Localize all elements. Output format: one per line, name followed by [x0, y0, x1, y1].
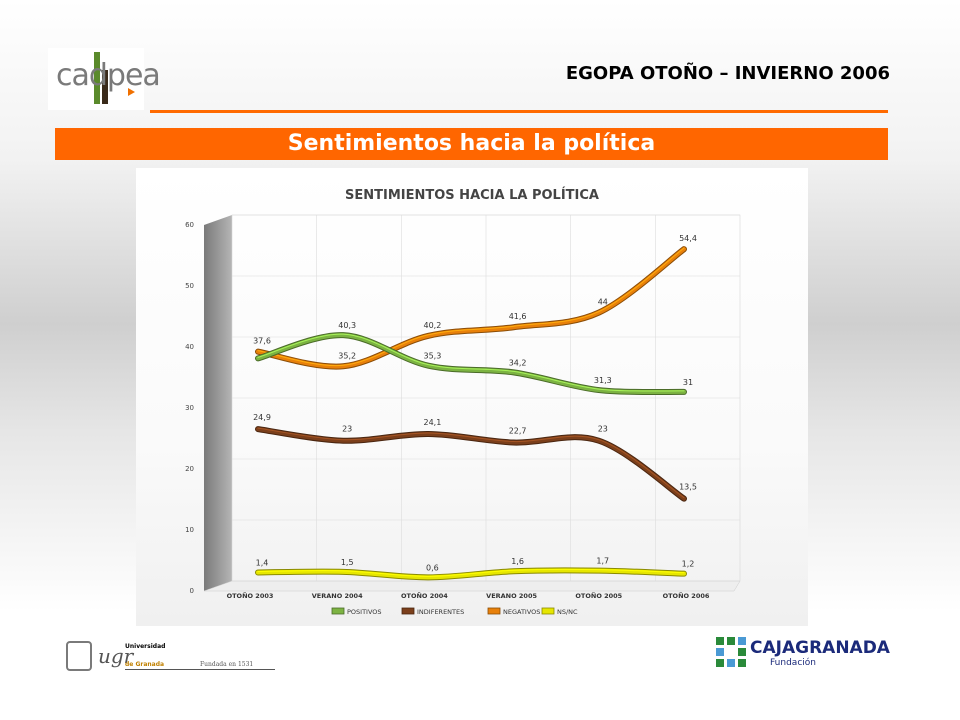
- data-label: 1,4: [256, 558, 269, 567]
- legend-swatch: [487, 607, 501, 615]
- data-label: 34,2: [509, 358, 527, 367]
- header-divider: [150, 110, 888, 113]
- data-label: 40,2: [423, 321, 441, 330]
- cajagranada-emblem-icon: [716, 637, 746, 667]
- legend-label: POSITIVOS: [347, 608, 382, 616]
- x-tick-label: OTOÑO 2003: [227, 591, 274, 600]
- data-label: 1,6: [511, 557, 524, 566]
- x-tick-label: VERANO 2004: [312, 592, 363, 600]
- data-label: 24,1: [423, 418, 441, 427]
- data-label: 31,3: [594, 376, 612, 385]
- university-logo: ugr Universidad de Granada Fundada en 15…: [62, 638, 282, 674]
- data-label: 31: [683, 378, 693, 387]
- chart-back-wall: [204, 215, 232, 591]
- university-seal-icon: [66, 641, 92, 671]
- data-label: 41,6: [509, 312, 527, 321]
- series-line: [256, 247, 686, 369]
- data-label: 37,6: [253, 337, 271, 346]
- legend-swatch: [541, 607, 555, 615]
- x-tick-label: OTOÑO 2004: [401, 591, 448, 600]
- university-founded: Fundada en 1531: [200, 661, 254, 668]
- data-label: 35,3: [423, 352, 441, 361]
- y-tick-label: 60: [185, 221, 194, 229]
- cajagranada-logo: CAJAGRANADA Fundación: [710, 632, 890, 674]
- data-label: 22,7: [509, 427, 527, 436]
- logo-triangle-icon: [128, 88, 135, 96]
- data-label: 40,3: [338, 321, 356, 330]
- logo-bar-green: [94, 52, 100, 104]
- logo-bar-dark: [102, 70, 108, 104]
- data-label: 54,4: [679, 234, 697, 243]
- legend-swatch: [401, 607, 415, 615]
- x-tick-label: OTOÑO 2005: [575, 591, 622, 600]
- data-label: 44: [598, 298, 608, 307]
- y-tick-label: 50: [185, 282, 194, 290]
- data-label: 1,7: [596, 557, 609, 566]
- chart-panel: SENTIMIENTOS HACIA LA POLÍTICA 0 10 20 30 40…: [136, 168, 808, 626]
- university-underline: [125, 669, 275, 670]
- university-line2: de Granada: [125, 661, 165, 668]
- y-tick-label: 30: [185, 404, 194, 412]
- series-line: [256, 333, 686, 395]
- x-tick-label: OTOÑO 2006: [663, 591, 710, 600]
- sponsor-name: CAJAGRANADA: [750, 638, 890, 658]
- data-label: 23: [342, 425, 352, 434]
- series-line: [256, 427, 686, 501]
- y-tick-label: 10: [185, 526, 194, 534]
- series-line-highlight: [257, 568, 685, 577]
- data-label: 0,6: [426, 563, 439, 572]
- university-line1: Universidad: [125, 643, 166, 650]
- series-line-shadow: [255, 246, 687, 370]
- logo-text: cadpea: [56, 58, 161, 93]
- legend-label: INDIFERENTES: [417, 608, 464, 616]
- data-label: 23: [598, 425, 608, 434]
- university-mark: ugr: [98, 644, 134, 668]
- x-tick-label: VERANO 2005: [486, 592, 537, 600]
- line-chart: SENTIMIENTOS HACIA LA POLÍTICA 0 10 20 30 40…: [185, 187, 741, 616]
- data-label: 1,5: [341, 558, 354, 567]
- legend-label: NS/NC: [557, 608, 578, 616]
- chart-floor: [203, 580, 741, 592]
- legend-swatch: [331, 607, 345, 615]
- series-line-highlight: [257, 247, 685, 367]
- series-line-highlight: [257, 333, 685, 392]
- header-title: EGOPA OTOÑO – INVIERNO 2006: [565, 63, 890, 84]
- series-line-highlight: [257, 427, 685, 499]
- legend-label: NEGATIVOS: [503, 608, 540, 616]
- y-tick-label: 20: [185, 465, 194, 473]
- y-tick-label: 40: [185, 343, 194, 351]
- data-label: 35,2: [338, 351, 356, 360]
- series-line: [256, 568, 686, 580]
- data-label: 1,2: [682, 560, 695, 569]
- data-label: 13,5: [679, 483, 697, 492]
- slide-title-banner: Sentimientos hacia la política: [55, 128, 888, 160]
- chart-title: SENTIMIENTOS HACIA LA POLÍTICA: [345, 187, 599, 203]
- y-tick-label: 0: [190, 587, 194, 595]
- sponsor-subtitle: Fundación: [770, 658, 816, 668]
- cadpea-logo: cadpea: [48, 48, 161, 110]
- data-label: 24,9: [253, 413, 271, 422]
